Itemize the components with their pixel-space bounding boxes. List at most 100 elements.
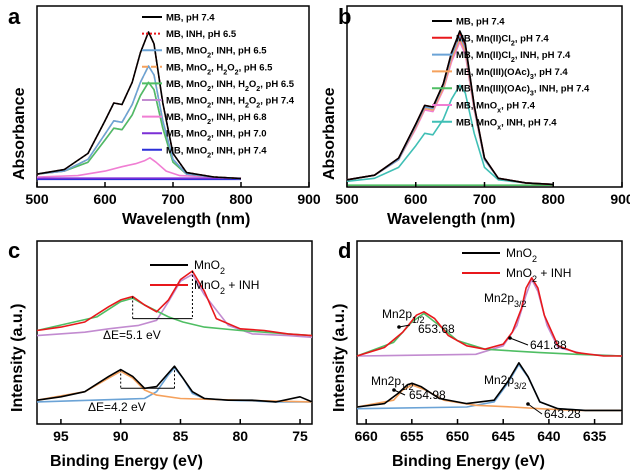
annotations-c: ΔE=5.1 eV ΔE=4.2 eV xyxy=(88,271,193,414)
legend-label-a-6: MB, MnO2, INH, pH 6.8 xyxy=(166,112,267,126)
x-tick-label-d-2: 650 xyxy=(446,428,470,444)
legend-label-b-5: MB, MnOx, pH 7.4 xyxy=(456,101,536,115)
x-tick-label-b-4: 900 xyxy=(610,191,630,207)
y-axis-label-d: Intensity (a.u.) xyxy=(331,304,348,412)
y-axis-label-c: Intensity (a.u.) xyxy=(9,304,26,412)
panel-d: d 660 655 650 645 640 635 Binding Energy (eV)… xyxy=(331,238,623,470)
series-line-a-2 xyxy=(36,65,242,180)
arrow-head-d-0 xyxy=(397,325,401,329)
x-tick-label-a-1: 600 xyxy=(93,191,117,207)
legend-c: MnO2 MnO2 + INH xyxy=(150,258,259,296)
series-line-d-0 xyxy=(356,362,622,412)
series-line-c-2 xyxy=(36,297,313,337)
x-tick-label-a-3: 800 xyxy=(229,191,253,207)
annotation-d-6: Mn2p3/2 xyxy=(484,373,527,391)
panel-letter-c: c xyxy=(8,238,20,263)
x-axis-label-b: Wavelength (nm) xyxy=(387,211,515,228)
panel-b: b 500 600 700 800 900 Wavelength (nm) Absorb… xyxy=(321,4,630,228)
legend-label-c-1: MnO2 + INH xyxy=(194,278,259,296)
annotation-d-5: 654.98 xyxy=(409,388,446,402)
plot-frame-c xyxy=(36,240,313,425)
legend-label-b-0: MB, pH 7.4 xyxy=(456,17,505,28)
legend-d: MnO2 MnO2 + INH xyxy=(462,246,571,284)
x-axis-label-d: Binding Energy (eV) xyxy=(392,453,545,470)
arrow-head-d-3 xyxy=(526,402,530,406)
plot-area-d xyxy=(356,277,623,412)
annotation-d-4: Mn2p1/2 xyxy=(371,374,414,392)
series-line-a-6 xyxy=(36,157,242,180)
x-tick-label-c-4: 75 xyxy=(292,428,308,444)
x-ticks-a: 500 600 700 800 900 xyxy=(25,182,321,207)
x-axis-label-c: Binding Energy (eV) xyxy=(50,453,203,470)
panel-a: a 500 600 700 800 900 Wavelength (nm) Absorb… xyxy=(8,4,321,228)
x-tick-label-a-0: 500 xyxy=(25,191,49,207)
x-tick-label-d-3: 645 xyxy=(492,428,516,444)
legend-a: MB, pH 7.4 MB, INH, pH 6.5 MB, MnO2, INH, … xyxy=(142,13,295,159)
x-tick-label-b-1: 600 xyxy=(404,191,428,207)
annotation-d-7: 643.28 xyxy=(544,407,581,421)
x-ticks-b: 500 600 700 800 900 xyxy=(335,182,630,207)
legend-label-b-3: MB, Mn(III)(OAc)3, pH 7.4 xyxy=(456,67,568,81)
panel-c: c 95 90 85 80 75 Binding Energy (eV) Intensi… xyxy=(8,238,313,470)
arrow-line-d-1 xyxy=(509,337,529,346)
legend-label-d-0: MnO2 xyxy=(506,246,537,264)
x-tick-label-d-4: 640 xyxy=(537,428,561,444)
series-line-d-1 xyxy=(356,277,622,357)
series-line-c-5 xyxy=(36,367,312,403)
legend-label-a-1: MB, INH, pH 6.5 xyxy=(166,29,237,40)
x-ticks-c: 95 90 85 80 75 xyxy=(53,419,308,444)
arrow-line-d-2 xyxy=(393,389,406,396)
series-line-c-1 xyxy=(36,270,313,337)
series-line-b-6 xyxy=(346,84,554,186)
legend-label-b-1: MB, Mn(II)Cl2, pH 7.4 xyxy=(456,33,549,47)
legend-label-a-3: MB, MnO2, H2O2, pH 6.5 xyxy=(166,62,273,76)
legend-label-a-2: MB, MnO2, INH, pH 6.5 xyxy=(166,46,267,60)
legend-label-a-8: MB, MnO2, INH, pH 7.4 xyxy=(166,145,267,159)
legend-label-b-4: MB, Mn(III)(OAc)3, INH, pH 7.4 xyxy=(456,84,590,98)
annotation-c-0: ΔE=5.1 eV xyxy=(103,328,161,342)
annotation-d-1: 653.68 xyxy=(418,322,455,336)
annotation-d-3: 641.88 xyxy=(530,338,567,352)
legend-label-a-7: MB, MnO2, INH, pH 7.0 xyxy=(166,129,267,143)
x-tick-label-a-2: 700 xyxy=(161,191,185,207)
x-axis-label-a: Wavelength (nm) xyxy=(122,211,250,228)
legend-b: MB, pH 7.4 MB, Mn(II)Cl2, pH 7.4 MB, Mn(II… xyxy=(432,17,590,131)
arrow-head-d-1 xyxy=(508,336,512,340)
plot-frame-d xyxy=(356,240,623,425)
plot-area-c xyxy=(36,270,313,403)
arrow-head-d-2 xyxy=(392,388,396,392)
series-line-c-3 xyxy=(36,273,313,339)
series-line-a-0 xyxy=(36,31,242,180)
legend-label-d-1: MnO2 + INH xyxy=(506,266,571,284)
legend-label-c-0: MnO2 xyxy=(194,258,225,276)
x-tick-label-d-0: 660 xyxy=(354,428,378,444)
y-axis-label-a: Absorbance xyxy=(11,87,28,180)
x-tick-label-b-0: 500 xyxy=(335,191,359,207)
legend-label-a-5: MB, MnO2, INH, H2O2, pH 7.4 xyxy=(166,96,295,110)
panel-letter-b: b xyxy=(338,4,351,29)
legend-label-b-2: MB, Mn(II)Cl2, INH, pH 7.4 xyxy=(456,50,571,64)
legend-label-a-4: MB, MnO2, INH, H2O2, pH 6.5 xyxy=(166,79,295,93)
panel-letter-a: a xyxy=(8,4,21,29)
series-line-d-4 xyxy=(356,384,622,412)
plot-area-a xyxy=(36,31,242,181)
x-tick-label-b-2: 700 xyxy=(473,191,497,207)
arrow-line-d-0 xyxy=(398,324,411,328)
annotation-d-2: Mn2p3/2 xyxy=(484,291,527,309)
legend-label-a-0: MB, pH 7.4 xyxy=(166,13,215,24)
arrow-line-d-3 xyxy=(527,403,543,415)
x-tick-label-a-4: 900 xyxy=(297,191,321,207)
x-tick-label-d-5: 635 xyxy=(583,428,607,444)
panel-letter-d: d xyxy=(338,238,351,263)
x-tick-label-c-3: 80 xyxy=(232,428,248,444)
x-ticks-d: 660 655 650 645 640 635 xyxy=(354,419,606,444)
x-tick-label-d-1: 655 xyxy=(400,428,424,444)
legend-label-b-6: MB, MnOx, INH, pH 7.4 xyxy=(456,117,557,131)
plot-area-b xyxy=(346,30,554,186)
x-tick-label-b-3: 800 xyxy=(542,191,566,207)
y-axis-label-b: Absorbance xyxy=(321,87,338,180)
series-line-c-0 xyxy=(36,365,313,403)
series-line-b-0 xyxy=(346,30,554,186)
